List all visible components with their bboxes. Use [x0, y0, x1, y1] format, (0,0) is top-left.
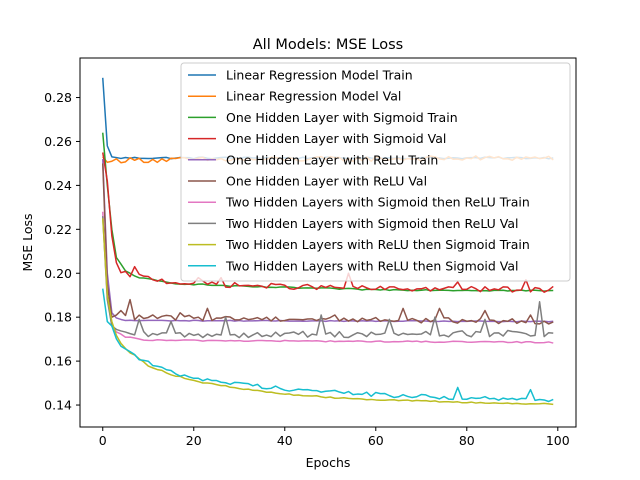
series-line-two-hidden-layers-with-relu-then-sigmoid-val	[102, 288, 554, 403]
legend-items: Linear Regression Model Train Linear Regr…	[188, 68, 530, 273]
legend-label: Linear Regression Model Train	[226, 68, 413, 83]
legend-label: One Hidden Layer with ReLU Train	[226, 152, 438, 167]
y-tick-label: 0.14	[44, 398, 72, 413]
legend-label: One Hidden Layer with Sigmoid Val	[226, 131, 446, 146]
legend-label: One Hidden Layer with ReLU Val	[226, 174, 427, 189]
y-tick-label: 0.28	[44, 90, 72, 105]
y-tick-label: 0.20	[44, 266, 72, 281]
legend-label: Two Hidden Layers with Sigmoid then ReLU…	[225, 195, 530, 210]
x-axis-label: Epochs	[306, 455, 351, 470]
y-axis-label: MSE Loss	[20, 213, 35, 271]
legend-label: Two Hidden Layers with ReLU then Sigmoid…	[225, 258, 519, 273]
legend-label: One Hidden Layer with Sigmoid Train	[226, 110, 458, 125]
axes-frame	[79, 57, 577, 428]
x-tick-label: 40	[277, 433, 293, 448]
legend: Linear Regression Model Train Linear Regr…	[180, 62, 571, 282]
y-tick-label: 0.26	[44, 134, 72, 149]
x-tick-label: 20	[186, 433, 202, 448]
legend-label: Linear Regression Model Val	[226, 89, 401, 104]
x-tick-label: 100	[546, 433, 570, 448]
chart-title: All Models: MSE Loss	[253, 37, 403, 53]
x-tick-label: 60	[368, 433, 384, 448]
x-axis-ticks: 0 20 40 60 80 100	[99, 427, 570, 448]
y-tick-label: 0.22	[44, 222, 72, 237]
y-axis-ticks: 0.14 0.16 0.18 0.20 0.22 0.24 0.26 0.28	[44, 90, 80, 413]
series-line-one-hidden-layer-with-sigmoid-val	[102, 152, 554, 293]
series-line-two-hidden-layers-with-sigmoid-then-relu-val	[102, 216, 554, 339]
series-line-two-hidden-layers-with-relu-then-sigmoid-train	[102, 218, 554, 406]
series-line-two-hidden-layers-with-sigmoid-then-relu-train	[102, 211, 554, 344]
y-tick-label: 0.16	[44, 354, 72, 369]
legend-box	[180, 62, 571, 282]
x-tick-label: 80	[459, 433, 475, 448]
legend-label: Two Hidden Layers with ReLU then Sigmoid…	[225, 237, 530, 252]
x-tick-label: 0	[99, 433, 107, 448]
legend-label: Two Hidden Layers with Sigmoid then ReLU…	[225, 216, 519, 231]
y-tick-label: 0.24	[44, 178, 72, 193]
y-tick-label: 0.18	[44, 310, 72, 325]
series-line-one-hidden-layer-with-relu-val	[102, 163, 554, 325]
